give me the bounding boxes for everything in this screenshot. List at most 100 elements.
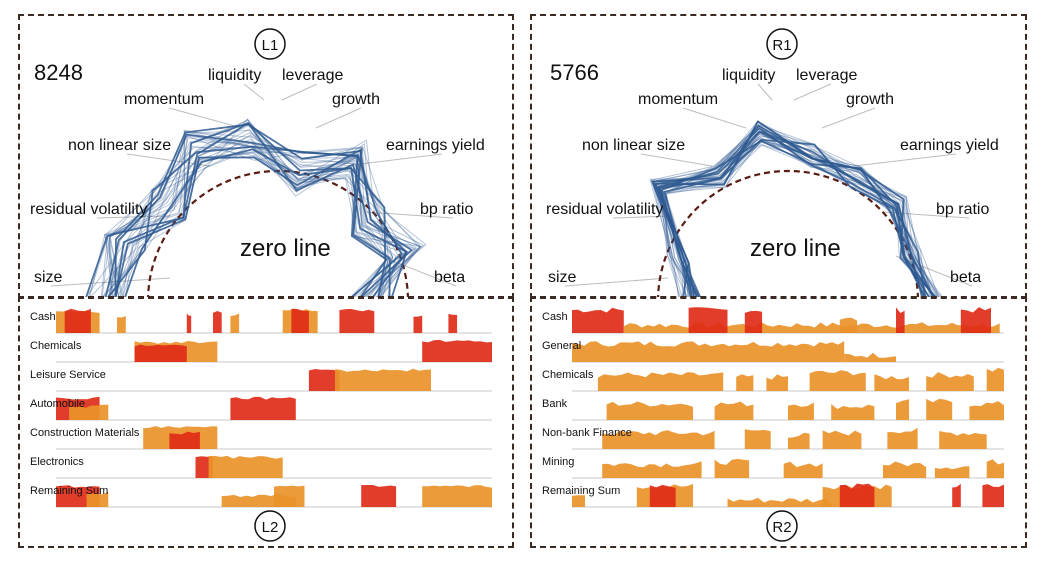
sector-area <box>822 430 862 449</box>
zero-line-label: zero line <box>240 235 331 262</box>
badge-circle <box>766 28 798 60</box>
sector-area <box>844 352 896 362</box>
sector-row: Chemicals <box>542 367 1004 392</box>
sector-area <box>422 485 492 507</box>
factor-label: size <box>34 269 63 286</box>
zero-line-arc <box>657 169 919 297</box>
factor-polyline <box>651 130 933 297</box>
right-radial-panel: R1 5766 size residual volatility non linea… <box>530 14 1027 299</box>
sector-label: Construction Materials <box>30 427 140 439</box>
leader-line <box>243 83 265 101</box>
factor-polyline <box>89 150 394 297</box>
factor-polyline <box>108 156 409 297</box>
sector-label: Electronics <box>30 456 84 468</box>
sector-row: Bank <box>542 398 1004 421</box>
sector-label: Automobile <box>30 398 85 410</box>
badge-circle <box>254 28 286 60</box>
sector-row: Mining <box>542 456 1004 479</box>
sector-area <box>602 461 702 478</box>
leader-line <box>853 153 957 167</box>
factor-label: size <box>548 269 577 286</box>
sector-area <box>926 372 974 391</box>
count-label: 5766 <box>550 60 599 85</box>
sector-row: Construction Materials <box>30 426 492 450</box>
factor-polyline <box>653 120 935 297</box>
sector-area <box>208 455 283 478</box>
sector-area <box>986 367 1004 391</box>
factor-polyline <box>661 128 942 297</box>
sector-area <box>623 322 1000 333</box>
factor-polyline <box>125 130 392 297</box>
factor-label: growth <box>846 91 894 108</box>
factor-polyline <box>108 135 417 297</box>
factor-polyline <box>659 132 927 297</box>
sector-area <box>606 401 693 420</box>
leader-line <box>640 153 713 167</box>
sector-area <box>213 311 222 333</box>
sector-area <box>883 461 927 478</box>
factor-polyline <box>101 138 397 297</box>
leader-line <box>281 83 318 101</box>
sector-area <box>335 368 431 391</box>
factor-polyline <box>664 139 940 297</box>
sector-area <box>744 310 763 333</box>
badge-circle <box>766 510 798 542</box>
factor-polyline <box>104 118 394 297</box>
factor-label: beta <box>434 269 465 286</box>
factor-polyline <box>665 144 925 297</box>
factor-polyline <box>104 133 403 297</box>
sector-area <box>839 317 858 333</box>
leader-line <box>168 107 243 129</box>
sector-area <box>422 339 492 362</box>
badge-l2: L2 <box>262 519 279 536</box>
zero-line-arc <box>147 169 409 297</box>
sector-area <box>291 308 309 333</box>
sector-area <box>69 404 109 420</box>
sector-row: Remaining Sum <box>542 483 1004 508</box>
sector-area <box>896 399 909 420</box>
sector-area <box>230 396 296 420</box>
sector-area <box>230 313 240 333</box>
sector-area <box>788 402 814 420</box>
factor-label: liquidity <box>208 67 261 84</box>
factor-polyline <box>108 133 422 297</box>
factor-label: momentum <box>124 91 204 108</box>
sector-area <box>572 495 585 507</box>
sector-area <box>986 459 1004 478</box>
factor-polyline <box>103 119 386 297</box>
sector-label: General <box>542 340 581 352</box>
leader-line <box>365 211 454 219</box>
leader-line <box>793 83 832 101</box>
factor-polyline <box>663 132 931 297</box>
sector-row: Remaining Sum <box>30 485 492 508</box>
sector-area <box>117 316 126 333</box>
factor-polyline <box>113 135 427 297</box>
sector-area <box>274 485 305 507</box>
factor-polyline <box>663 138 927 297</box>
sector-label: Mining <box>542 456 574 468</box>
sector-area <box>134 344 187 362</box>
sector-area <box>874 374 909 391</box>
left-sector-panel: L2 Cash Chemicals Leisure Service Automobil… <box>18 296 514 548</box>
sector-area <box>308 369 340 391</box>
sector-label: Remaining Sum <box>542 485 620 497</box>
left-radial-chart: L1 8248 size residual volatility non linea… <box>30 28 485 297</box>
sector-area <box>597 372 724 391</box>
sector-area <box>831 404 875 420</box>
left-radial-panel: L1 8248 size residual volatility non linea… <box>18 14 514 299</box>
factor-polyline <box>100 142 418 297</box>
sector-area <box>86 491 109 507</box>
leader-line <box>757 83 773 101</box>
sector-area <box>602 430 715 449</box>
factor-polyline <box>108 145 387 297</box>
factor-label: leverage <box>282 67 343 84</box>
sector-area <box>688 307 728 333</box>
sector-area <box>939 431 987 449</box>
sector-label: Cash <box>542 311 568 323</box>
leader-line <box>126 153 211 167</box>
sector-row: Electronics <box>30 455 492 479</box>
sector-area <box>788 432 810 449</box>
sector-area <box>169 431 200 449</box>
sector-label: Bank <box>542 398 568 410</box>
badge-r2: R2 <box>772 519 791 536</box>
